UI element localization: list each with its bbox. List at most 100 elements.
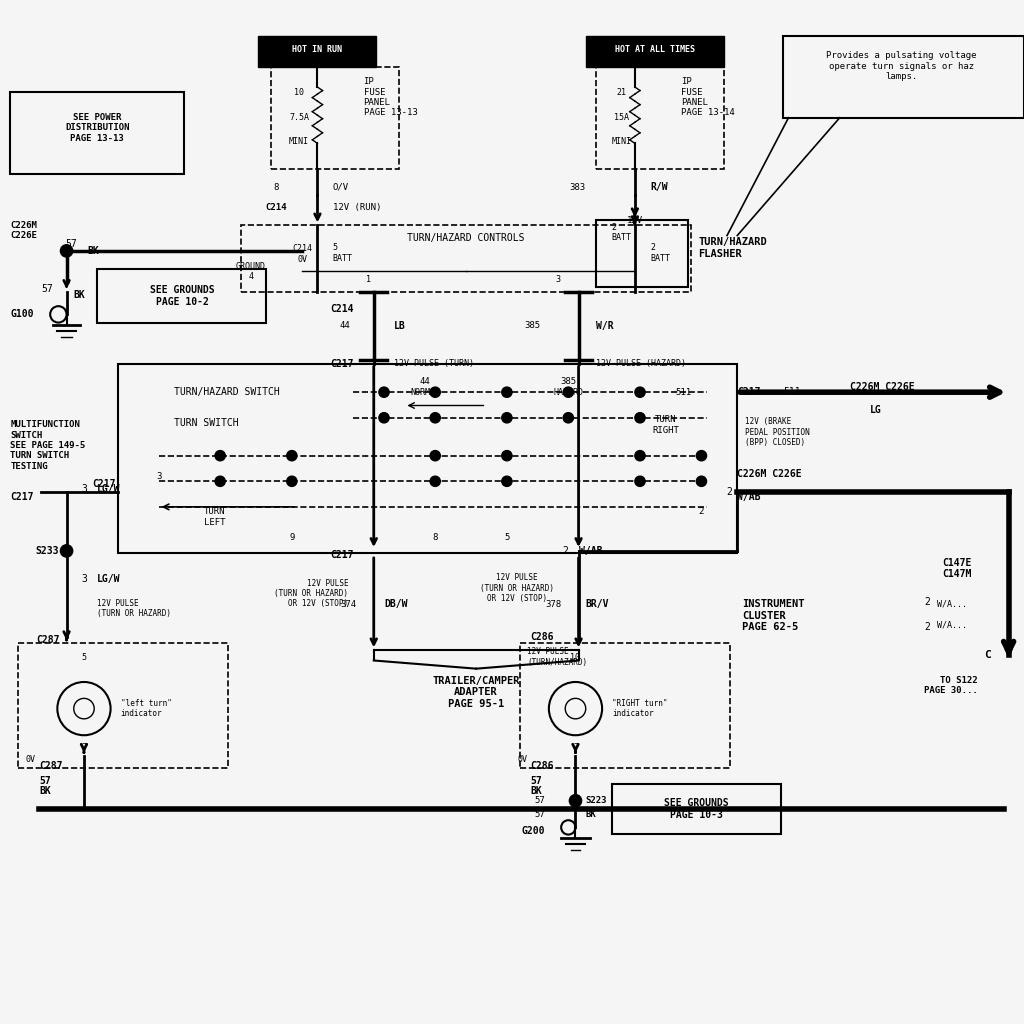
Text: W/R: W/R bbox=[596, 321, 613, 331]
Bar bbox=[241, 225, 691, 292]
Text: 0V: 0V bbox=[517, 756, 527, 764]
Text: 10: 10 bbox=[570, 653, 581, 662]
Circle shape bbox=[696, 476, 707, 486]
Text: C214
0V: C214 0V bbox=[292, 245, 312, 263]
Text: TURN/HAZARD CONTROLS: TURN/HAZARD CONTROLS bbox=[408, 232, 524, 243]
Text: G200: G200 bbox=[521, 826, 545, 837]
Text: MINI: MINI bbox=[611, 137, 632, 145]
Text: 5: 5 bbox=[82, 653, 86, 662]
Circle shape bbox=[563, 413, 573, 423]
Text: 57: 57 bbox=[39, 776, 50, 786]
Text: 2
BATT: 2 BATT bbox=[611, 223, 632, 242]
Text: TURN
LEFT: TURN LEFT bbox=[205, 508, 225, 526]
Bar bbox=[612, 784, 781, 834]
Text: W/A...: W/A... bbox=[937, 621, 967, 629]
Text: 12V PULSE
(TURN/HAZARD): 12V PULSE (TURN/HAZARD) bbox=[527, 647, 588, 667]
Text: 5: 5 bbox=[504, 534, 510, 542]
Text: C214: C214 bbox=[330, 304, 353, 314]
Text: 12V (BRAKE
PEDAL POSITION
(BPP) CLOSED): 12V (BRAKE PEDAL POSITION (BPP) CLOSED) bbox=[745, 417, 810, 447]
Bar bbox=[10, 92, 184, 174]
Text: G100: G100 bbox=[10, 309, 34, 319]
Text: TURN/HAZARD
FLASHER: TURN/HAZARD FLASHER bbox=[698, 237, 767, 259]
Text: C217: C217 bbox=[10, 492, 34, 502]
Text: TO S122
PAGE 30...: TO S122 PAGE 30... bbox=[925, 676, 978, 695]
Circle shape bbox=[502, 387, 512, 397]
Text: 44: 44 bbox=[420, 378, 430, 386]
Text: C147E
C147M: C147E C147M bbox=[942, 557, 972, 580]
Circle shape bbox=[287, 476, 297, 486]
Text: "RIGHT turn"
indicator: "RIGHT turn" indicator bbox=[612, 699, 668, 718]
Text: C287: C287 bbox=[39, 761, 62, 771]
Text: MINI: MINI bbox=[289, 137, 309, 145]
Text: 57: 57 bbox=[535, 810, 545, 818]
Text: 12V PULSE
(TURN OR HAZARD)
OR 12V (STOP): 12V PULSE (TURN OR HAZARD) OR 12V (STOP) bbox=[274, 579, 348, 608]
Text: SEE GROUNDS
PAGE 10-2: SEE GROUNDS PAGE 10-2 bbox=[150, 285, 215, 307]
Circle shape bbox=[60, 545, 73, 557]
Text: 3: 3 bbox=[81, 484, 87, 495]
Circle shape bbox=[502, 451, 512, 461]
Text: MULTIFUNCTION
SWITCH
SEE PAGE 149-5
TURN SWITCH
TESTING: MULTIFUNCTION SWITCH SEE PAGE 149-5 TURN… bbox=[10, 420, 85, 471]
Bar bbox=[258, 36, 376, 67]
Text: 15A: 15A bbox=[614, 114, 629, 122]
Text: 0V: 0V bbox=[26, 756, 36, 764]
Text: 1: 1 bbox=[367, 275, 371, 284]
Text: TRAILER/CAMPER
ADAPTER
PAGE 95-1: TRAILER/CAMPER ADAPTER PAGE 95-1 bbox=[432, 676, 520, 709]
Text: 385: 385 bbox=[560, 378, 577, 386]
Text: NORMAL: NORMAL bbox=[410, 388, 440, 396]
Text: 2: 2 bbox=[924, 622, 930, 632]
Text: "left turn"
indicator: "left turn" indicator bbox=[121, 699, 172, 718]
Text: SEE POWER
DISTRIBUTION
PAGE 13-13: SEE POWER DISTRIBUTION PAGE 13-13 bbox=[66, 113, 129, 143]
Text: C286: C286 bbox=[530, 761, 554, 771]
Circle shape bbox=[635, 451, 645, 461]
Text: BK: BK bbox=[74, 290, 85, 300]
Bar bbox=[520, 643, 730, 768]
Text: BK: BK bbox=[87, 246, 98, 256]
Text: 2
BATT: 2 BATT bbox=[650, 244, 671, 262]
Text: C287: C287 bbox=[36, 635, 59, 645]
Text: 385: 385 bbox=[524, 322, 541, 330]
Text: W/AB: W/AB bbox=[737, 492, 761, 502]
Text: 44: 44 bbox=[340, 322, 350, 330]
Text: C217: C217 bbox=[737, 387, 761, 397]
Circle shape bbox=[430, 413, 440, 423]
Bar bbox=[586, 36, 724, 67]
Circle shape bbox=[696, 451, 707, 461]
Text: 21: 21 bbox=[616, 88, 627, 96]
Text: C217: C217 bbox=[330, 358, 353, 369]
Text: 383: 383 bbox=[569, 183, 586, 191]
Bar bbox=[97, 269, 266, 323]
Text: Provides a pulsating voltage
operate turn signals or haz
lamps.: Provides a pulsating voltage operate tur… bbox=[826, 51, 976, 81]
Circle shape bbox=[430, 451, 440, 461]
Text: BR/V: BR/V bbox=[586, 599, 609, 609]
Text: LG/W: LG/W bbox=[97, 484, 121, 495]
Circle shape bbox=[430, 387, 440, 397]
Text: C217: C217 bbox=[92, 479, 116, 489]
Text: 10: 10 bbox=[294, 88, 304, 96]
Text: 511: 511 bbox=[783, 387, 801, 397]
Text: LG/W: LG/W bbox=[97, 573, 121, 584]
Text: 57: 57 bbox=[530, 776, 542, 786]
Bar bbox=[118, 364, 737, 553]
Text: 2: 2 bbox=[698, 508, 705, 516]
Bar bbox=[783, 36, 1024, 118]
Text: O/V: O/V bbox=[333, 183, 349, 191]
Text: GROUND
4: GROUND 4 bbox=[236, 262, 266, 281]
Circle shape bbox=[502, 476, 512, 486]
Text: 2: 2 bbox=[562, 546, 568, 556]
Circle shape bbox=[635, 413, 645, 423]
Circle shape bbox=[215, 451, 225, 461]
Text: 57: 57 bbox=[66, 239, 77, 249]
Bar bbox=[18, 643, 228, 768]
Text: 12V (RUN): 12V (RUN) bbox=[333, 204, 381, 212]
Circle shape bbox=[563, 387, 573, 397]
Circle shape bbox=[379, 387, 389, 397]
Text: TURN
RIGHT: TURN RIGHT bbox=[652, 416, 679, 434]
Text: HOT AT ALL TIMES: HOT AT ALL TIMES bbox=[615, 45, 695, 53]
Text: 12V PULSE (TURN): 12V PULSE (TURN) bbox=[394, 359, 474, 368]
Text: C286: C286 bbox=[530, 632, 554, 642]
Text: TURN/HAZARD SWITCH: TURN/HAZARD SWITCH bbox=[174, 387, 280, 397]
Text: 9: 9 bbox=[289, 534, 295, 542]
Text: LB: LB bbox=[394, 321, 406, 331]
Text: 378: 378 bbox=[545, 600, 561, 608]
Text: INSTRUMENT
CLUSTER
PAGE 62-5: INSTRUMENT CLUSTER PAGE 62-5 bbox=[742, 599, 805, 632]
